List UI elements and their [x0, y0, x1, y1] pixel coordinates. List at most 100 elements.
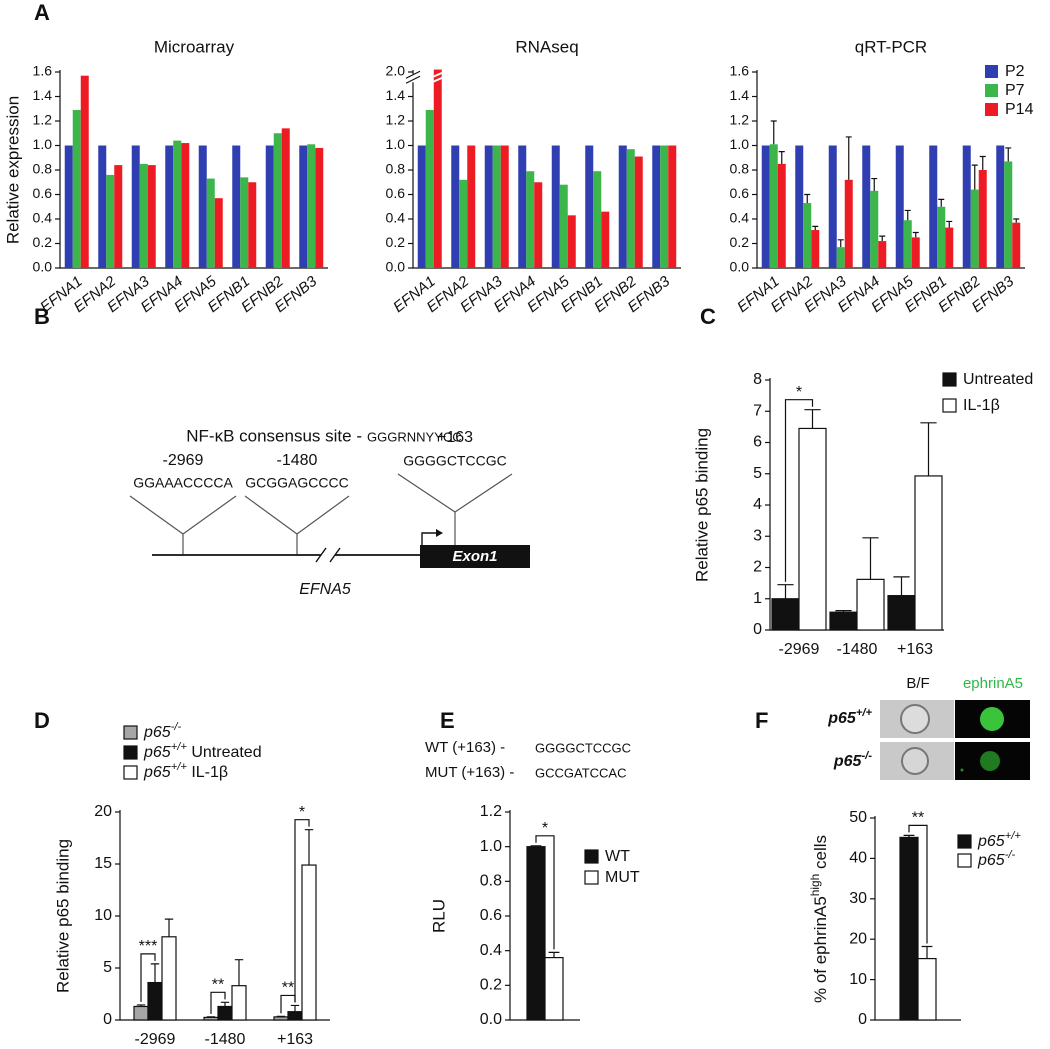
bar — [80, 75, 89, 268]
bar — [214, 198, 223, 268]
y-tick-label: 0.8 — [386, 161, 406, 177]
bar — [417, 145, 426, 268]
y-tick-label: 0.6 — [730, 185, 750, 201]
y-tick-label: 0.8 — [33, 161, 53, 177]
cell-images: B/F ephrinA5 p65+/+ p65-/- — [827, 675, 1030, 780]
y-tick-label: 0.4 — [386, 210, 406, 226]
bar — [844, 179, 853, 268]
site-fork — [129, 495, 237, 555]
error-bar — [1005, 147, 1012, 162]
bar — [777, 163, 786, 268]
y-tick-label: 0.0 — [730, 259, 750, 275]
bar — [601, 211, 610, 268]
image-row-label: p65+/+ — [827, 707, 872, 727]
panel-label: B — [34, 304, 50, 329]
x-tick-label: -2969 — [135, 1031, 176, 1048]
legend-swatch — [123, 745, 138, 760]
bar — [203, 1016, 219, 1021]
error-bar — [979, 155, 986, 170]
y-tick-label: 0.4 — [480, 942, 502, 959]
y-axis-label: RLU — [429, 899, 448, 933]
bar — [173, 140, 182, 268]
error-bar — [304, 829, 314, 866]
legend-swatch — [985, 84, 998, 97]
bar — [978, 170, 987, 268]
significance-label: ** — [212, 977, 224, 994]
legend-swatch — [584, 849, 599, 864]
x-tick-label: +163 — [277, 1031, 313, 1048]
bar — [131, 145, 140, 268]
bar — [945, 227, 954, 268]
bar — [585, 145, 594, 268]
bar — [887, 595, 916, 631]
error-bar — [777, 584, 794, 599]
bar — [248, 182, 257, 268]
bar — [147, 981, 163, 1021]
y-tick-label: 30 — [849, 890, 867, 907]
y-tick-label: 1.2 — [480, 803, 502, 820]
error-bar — [837, 239, 844, 248]
legend-swatch — [957, 853, 972, 868]
legend-label: IL-1β — [963, 397, 1000, 414]
error-bar — [778, 151, 785, 164]
gene-label: EFNA5 — [299, 581, 351, 598]
panel-label: A — [34, 0, 50, 25]
y-tick-label: 0.2 — [730, 234, 750, 250]
legend-swatch — [942, 398, 957, 413]
bar — [484, 145, 493, 268]
error-bar — [903, 834, 915, 838]
y-tick-label: 7 — [753, 402, 762, 419]
significance-bracket — [908, 824, 928, 944]
error-bar — [136, 1004, 146, 1007]
significance-label: *** — [139, 938, 158, 955]
panel-label: C — [700, 304, 716, 329]
significance-bracket — [280, 994, 296, 1014]
image-column-label: B/F — [906, 675, 929, 692]
bar — [98, 145, 107, 268]
exon-box — [420, 545, 530, 568]
site-position: -2969 — [163, 452, 204, 469]
site-sequence: GCGGAGCCCC — [245, 475, 348, 491]
bar — [273, 1016, 289, 1021]
error-bar — [921, 945, 933, 959]
bar — [165, 145, 174, 268]
sequence: GCCGATCCAC — [535, 765, 626, 780]
bar — [500, 145, 509, 268]
y-tick-label: 1.2 — [386, 112, 406, 128]
y-tick-label: 0.4 — [33, 210, 53, 226]
y-tick-label: 1.2 — [730, 112, 750, 128]
axis-break-gap — [407, 74, 419, 83]
y-tick-label: 1.0 — [730, 136, 750, 152]
y-tick-label: 50 — [849, 809, 867, 826]
cell-signal — [980, 707, 1004, 731]
x-tick-label: -1480 — [205, 1031, 246, 1048]
error-bar — [871, 177, 878, 191]
error-bar — [812, 225, 819, 231]
bar — [198, 145, 207, 268]
error-bar — [530, 845, 542, 847]
legend-label: p65+/+ IL-1β — [143, 761, 228, 781]
bar — [301, 864, 317, 1021]
error-bar — [835, 610, 852, 613]
significance-bracket — [784, 399, 814, 582]
significance-bracket — [535, 835, 555, 950]
y-tick-label: 0.6 — [386, 185, 406, 201]
legend-label: p65+/+ — [977, 830, 1021, 850]
bar — [433, 69, 442, 268]
error-bar — [920, 422, 937, 476]
cell — [900, 704, 930, 734]
sequence-label: MUT (+163) - — [425, 764, 514, 781]
bar — [114, 165, 123, 268]
y-tick-label: 1 — [753, 590, 762, 607]
y-tick-label: 1.0 — [33, 136, 53, 152]
bar — [962, 145, 971, 268]
cell-signal — [960, 768, 964, 772]
y-axis-label: Relative p65 binding — [53, 839, 72, 993]
bar — [467, 145, 476, 268]
bar — [771, 598, 800, 631]
bar — [161, 936, 177, 1021]
bar — [929, 145, 938, 268]
bar — [634, 156, 643, 268]
y-tick-label: 0.6 — [480, 907, 502, 924]
bar — [307, 144, 316, 268]
